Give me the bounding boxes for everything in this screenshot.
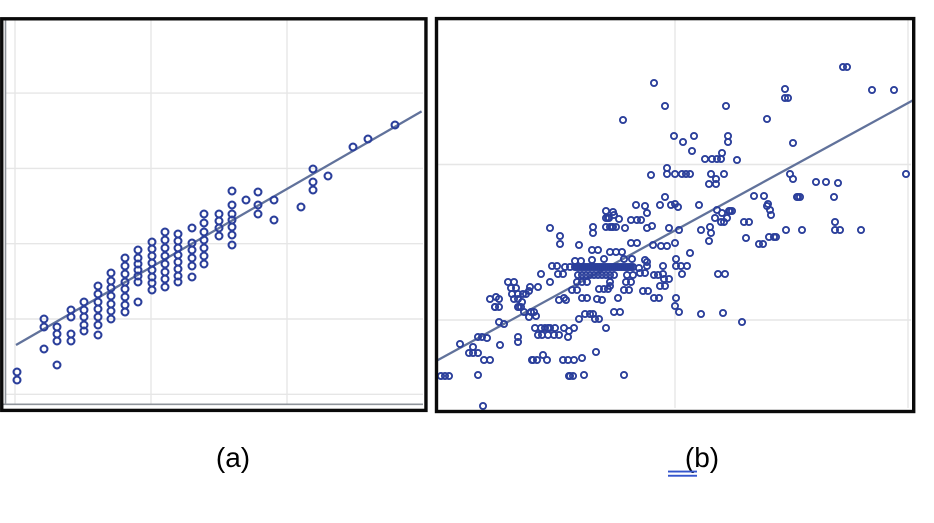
svg-text:(a): (a) xyxy=(216,442,250,473)
svg-text:(b): (b) xyxy=(685,442,719,473)
